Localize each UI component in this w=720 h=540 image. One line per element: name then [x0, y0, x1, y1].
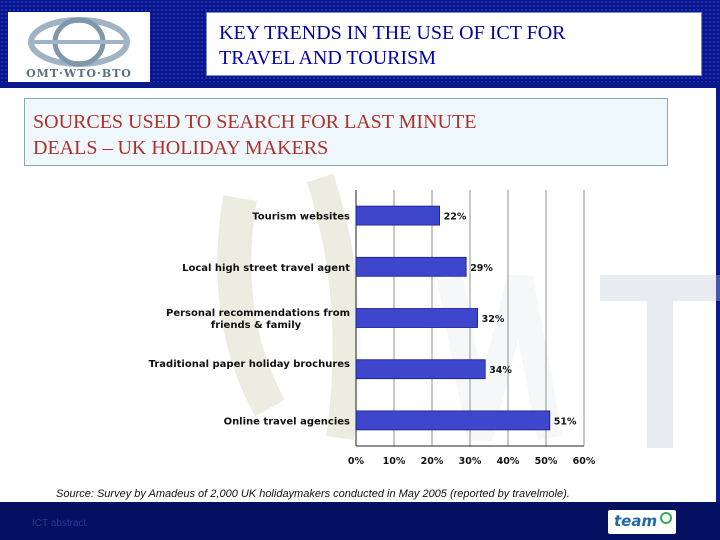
bar-value-label: 51%	[554, 416, 577, 427]
category-label: Tourism websites	[252, 212, 350, 223]
x-tick-label: 60%	[573, 456, 596, 467]
category-label-line: Local high street travel agent	[182, 263, 350, 274]
footer-label: ICT abstract	[32, 518, 87, 529]
subtitle-line-1: SOURCES USED TO SEARCH FOR LAST MINUTE	[33, 111, 477, 133]
title-line-2: TRAVEL AND TOURISM	[219, 47, 437, 69]
category-label-line: Online travel agencies	[224, 416, 350, 427]
x-tick-label: 0%	[348, 456, 365, 467]
category-label: Online travel agencies	[224, 416, 350, 427]
subtitle-line-2: DEALS – UK HOLIDAY MAKERS	[33, 137, 329, 159]
category-label-line: Personal recommendations from	[166, 308, 350, 319]
title-box: KEY TRENDS IN THE USE OF ICT FOR TRAVEL …	[206, 12, 702, 76]
bar-value-label: 22%	[444, 212, 467, 223]
page-title: KEY TRENDS IN THE USE OF ICT FOR TRAVEL …	[219, 21, 693, 71]
bar	[355, 256, 467, 277]
bar	[355, 410, 551, 431]
bar	[355, 205, 440, 226]
category-label: Local high street travel agent	[182, 263, 350, 274]
x-tick-label: 20%	[421, 456, 444, 467]
footer-bar: ICT abstract team	[0, 502, 720, 540]
x-tick-label: 40%	[497, 456, 520, 467]
subtitle-box: SOURCES USED TO SEARCH FOR LAST MINUTE D…	[24, 98, 668, 166]
logo-text: OMT·WTO·BTO	[26, 67, 132, 80]
title-line-1: KEY TRENDS IN THE USE OF ICT FOR	[219, 22, 566, 44]
category-label: Traditional paper holiday brochures	[149, 359, 350, 370]
x-tick-label: 10%	[383, 456, 406, 467]
x-tick-label: 30%	[459, 456, 482, 467]
team-logo: team	[608, 510, 676, 534]
bar-value-label: 32%	[482, 314, 505, 325]
bar-value-label: 34%	[489, 365, 512, 376]
team-logo-text: team	[614, 512, 658, 530]
header-band: OMT·WTO·BTO KEY TRENDS IN THE USE OF ICT…	[0, 0, 720, 82]
slide-body: SOURCES USED TO SEARCH FOR LAST MINUTE D…	[0, 88, 720, 502]
source-note: Source: Survey by Amadeus of 2,000 UK ho…	[56, 488, 570, 500]
bar	[355, 308, 478, 328]
x-tick-label: 50%	[535, 456, 558, 467]
bar-value-label: 29%	[470, 263, 493, 274]
team-logo-dot-icon	[660, 512, 672, 524]
bar-chart: 0% 10% 20% 30% 40% 50% 60% 22% Tourism websites 2…	[149, 190, 596, 467]
bar	[355, 359, 486, 380]
category-label: Personal recommendations from friends & f…	[166, 308, 350, 331]
category-label-line: friends & family	[211, 320, 302, 331]
category-label-line: Tourism websites	[252, 212, 350, 223]
globe-logo-icon	[28, 17, 130, 67]
category-label-line: Traditional paper holiday brochures	[149, 359, 350, 370]
chart-subtitle: SOURCES USED TO SEARCH FOR LAST MINUTE D…	[33, 109, 659, 161]
organization-logo: OMT·WTO·BTO	[8, 12, 150, 82]
